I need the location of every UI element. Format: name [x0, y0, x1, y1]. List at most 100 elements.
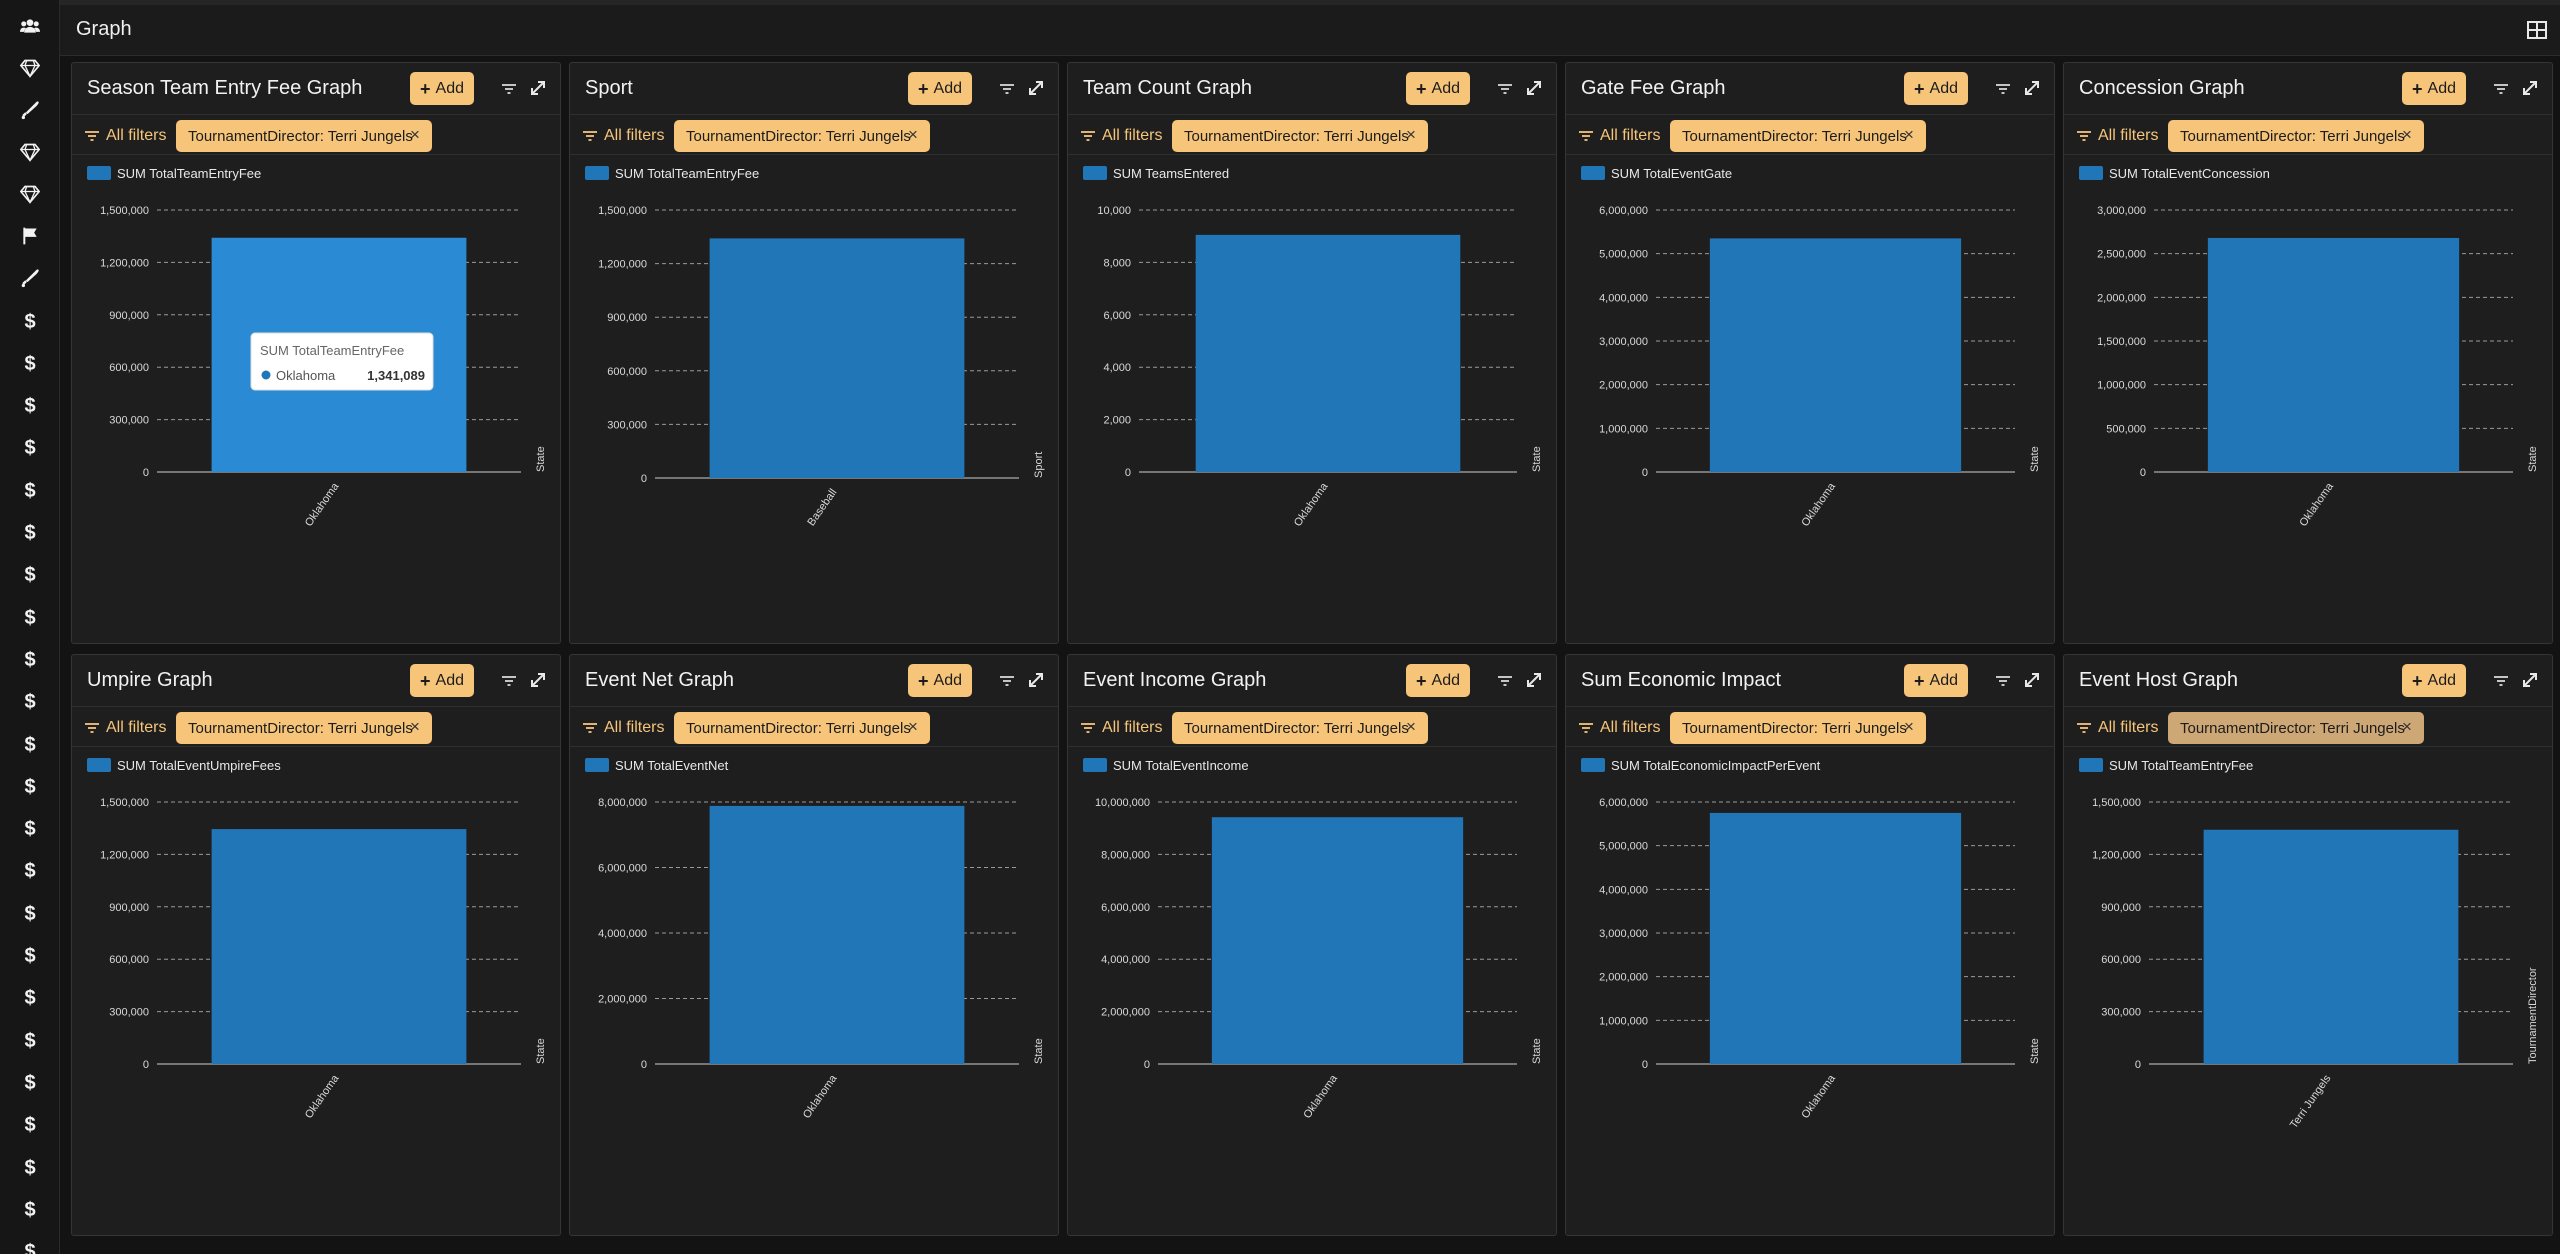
- dollar-icon[interactable]: $: [24, 987, 36, 1010]
- gem-icon[interactable]: [14, 52, 46, 84]
- close-icon[interactable]: ×: [1904, 125, 1914, 144]
- bar[interactable]: [709, 238, 965, 478]
- dollar-icon[interactable]: $: [24, 606, 36, 629]
- filter-icon[interactable]: [997, 671, 1017, 691]
- add-button[interactable]: + Add: [908, 72, 972, 105]
- filter-icon[interactable]: [499, 79, 519, 99]
- dollar-icon[interactable]: $: [24, 733, 36, 756]
- close-icon[interactable]: ×: [1406, 717, 1416, 736]
- filter-chip[interactable]: TournamentDirector: Terri Jungels ×: [674, 712, 930, 744]
- filter-chip[interactable]: TournamentDirector: Terri Jungels ×: [1172, 712, 1428, 744]
- close-icon[interactable]: ×: [2402, 125, 2412, 144]
- filter-icon[interactable]: [997, 79, 1017, 99]
- filter-chip[interactable]: TournamentDirector: Terri Jungels ×: [1670, 712, 1926, 744]
- close-icon[interactable]: ×: [908, 125, 918, 144]
- close-icon[interactable]: ×: [1406, 125, 1416, 144]
- expand-icon[interactable]: [2520, 670, 2540, 690]
- dollar-icon[interactable]: $: [24, 564, 36, 587]
- dollar-icon[interactable]: $: [24, 1071, 36, 1094]
- dollar-icon[interactable]: $: [24, 945, 36, 967]
- add-button[interactable]: + Add: [1904, 72, 1968, 105]
- expand-icon[interactable]: [1026, 78, 1046, 98]
- dollar-icon[interactable]: $: [24, 691, 36, 714]
- gem-icon[interactable]: [14, 178, 46, 210]
- bar[interactable]: [1211, 817, 1464, 1064]
- all-filters-button[interactable]: All filters: [582, 717, 664, 739]
- all-filters-button[interactable]: All filters: [1578, 125, 1660, 147]
- all-filters-button[interactable]: All filters: [1080, 125, 1162, 147]
- grid-layout-icon[interactable]: [2526, 19, 2548, 41]
- dollar-icon[interactable]: $: [24, 395, 36, 418]
- filter-chip[interactable]: TournamentDirector: Terri Jungels ×: [176, 712, 432, 744]
- close-icon[interactable]: ×: [2402, 717, 2412, 736]
- dollar-icon[interactable]: $: [24, 1029, 36, 1052]
- baseball-bat-icon[interactable]: [14, 94, 46, 126]
- filter-icon[interactable]: [499, 671, 519, 691]
- expand-icon[interactable]: [2520, 78, 2540, 98]
- bar[interactable]: [709, 805, 965, 1064]
- dollar-icon[interactable]: $: [24, 860, 36, 883]
- dollar-icon[interactable]: $: [24, 1156, 36, 1179]
- close-icon[interactable]: ×: [410, 717, 420, 736]
- filter-icon[interactable]: [1993, 79, 2013, 99]
- filter-icon[interactable]: [1495, 79, 1515, 99]
- expand-icon[interactable]: [1524, 78, 1544, 98]
- bar[interactable]: [1709, 812, 1962, 1064]
- add-button[interactable]: + Add: [1406, 664, 1470, 697]
- bar[interactable]: [1195, 234, 1461, 472]
- dollar-icon[interactable]: $: [24, 775, 36, 798]
- add-button[interactable]: + Add: [1904, 664, 1968, 697]
- expand-icon[interactable]: [528, 670, 548, 690]
- add-button[interactable]: + Add: [1406, 72, 1470, 105]
- filter-icon[interactable]: [1495, 671, 1515, 691]
- dollar-icon[interactable]: $: [24, 1114, 36, 1137]
- dollar-icon[interactable]: $: [24, 648, 36, 671]
- filter-chip[interactable]: TournamentDirector: Terri Jungels ×: [674, 120, 930, 152]
- all-filters-button[interactable]: All filters: [1080, 717, 1162, 739]
- gem-icon[interactable]: [14, 136, 46, 168]
- expand-icon[interactable]: [1026, 670, 1046, 690]
- add-button[interactable]: + Add: [2402, 664, 2466, 697]
- bar[interactable]: [1709, 238, 1962, 472]
- expand-icon[interactable]: [2022, 670, 2042, 690]
- all-filters-button[interactable]: All filters: [2076, 717, 2158, 739]
- baseball-bat-icon[interactable]: [14, 262, 46, 294]
- all-filters-button[interactable]: All filters: [1578, 717, 1660, 739]
- dollar-icon[interactable]: $: [24, 352, 36, 375]
- add-button[interactable]: + Add: [2402, 72, 2466, 105]
- expand-icon[interactable]: [1524, 670, 1544, 690]
- dollar-icon[interactable]: $: [24, 310, 36, 333]
- all-filters-button[interactable]: All filters: [2076, 125, 2158, 147]
- add-button[interactable]: + Add: [410, 72, 474, 105]
- close-icon[interactable]: ×: [1904, 717, 1914, 736]
- filter-chip[interactable]: TournamentDirector: Terri Jungels ×: [2168, 120, 2424, 152]
- filter-chip[interactable]: TournamentDirector: Terri Jungels ×: [176, 120, 432, 152]
- dollar-icon[interactable]: $: [24, 479, 36, 502]
- close-icon[interactable]: ×: [410, 125, 420, 144]
- dollar-icon[interactable]: $: [24, 1241, 36, 1254]
- dollar-icon[interactable]: $: [24, 902, 36, 925]
- all-filters-button[interactable]: All filters: [84, 717, 166, 739]
- filter-icon[interactable]: [1993, 671, 2013, 691]
- bar[interactable]: [211, 829, 467, 1064]
- add-button[interactable]: + Add: [410, 664, 474, 697]
- expand-icon[interactable]: [2022, 78, 2042, 98]
- all-filters-button[interactable]: All filters: [582, 125, 664, 147]
- filter-chip[interactable]: TournamentDirector: Terri Jungels ×: [1172, 120, 1428, 152]
- users-icon[interactable]: [14, 10, 46, 42]
- filter-icon[interactable]: [2491, 79, 2511, 99]
- dollar-icon[interactable]: $: [24, 437, 36, 460]
- expand-icon[interactable]: [528, 78, 548, 98]
- filter-icon[interactable]: [2491, 671, 2511, 691]
- bar[interactable]: [2207, 237, 2460, 472]
- dollar-icon[interactable]: $: [24, 522, 36, 544]
- add-button[interactable]: + Add: [908, 664, 972, 697]
- filter-chip[interactable]: TournamentDirector: Terri Jungels ×: [2168, 712, 2424, 744]
- dollar-icon[interactable]: $: [24, 1198, 36, 1221]
- all-filters-button[interactable]: All filters: [84, 125, 166, 147]
- filter-chip[interactable]: TournamentDirector: Terri Jungels ×: [1670, 120, 1926, 152]
- flag-icon[interactable]: [14, 220, 46, 252]
- close-icon[interactable]: ×: [908, 717, 918, 736]
- dollar-icon[interactable]: $: [24, 818, 36, 841]
- bar[interactable]: [2203, 829, 2459, 1064]
